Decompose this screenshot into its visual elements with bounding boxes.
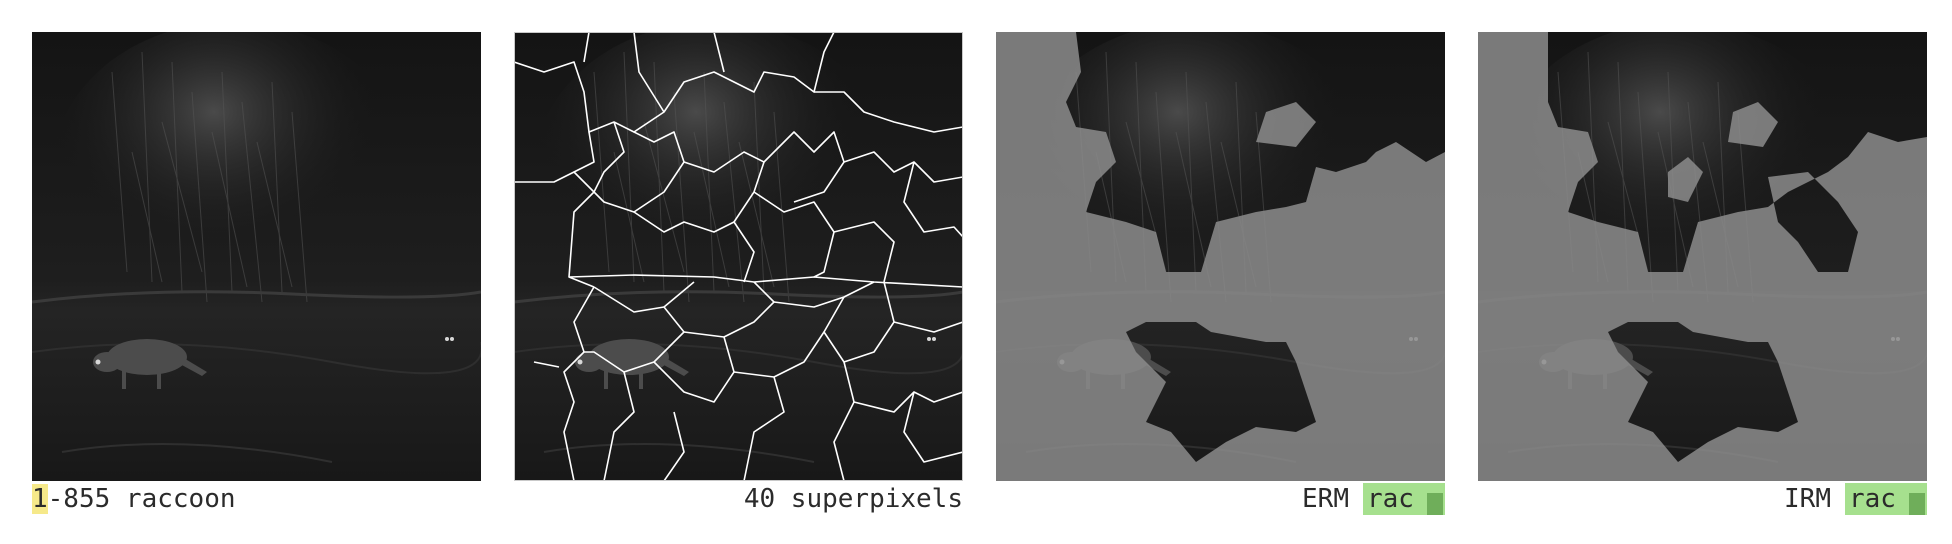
superpixel-image [514, 32, 963, 481]
erm-caption: ERM rac [996, 481, 1445, 517]
method-label: ERM [1302, 484, 1349, 514]
confidence-bar [1909, 493, 1925, 515]
prediction-badge: rac [1845, 483, 1927, 515]
sample-caption: 1-855 raccoon [32, 481, 481, 517]
sample-index: 1 [32, 484, 48, 514]
prediction-label: rac [1849, 484, 1896, 514]
confidence-bar [1427, 493, 1443, 515]
irm-mask-image [1478, 32, 1927, 481]
raccoon-photo [32, 32, 481, 481]
method-label: IRM [1784, 484, 1831, 514]
superpixel-caption: 40 superpixels [743, 484, 963, 514]
irm-caption: IRM rac [1478, 481, 1927, 517]
prediction-badge: rac [1363, 483, 1445, 515]
erm-mask-image [996, 32, 1445, 481]
prediction-label: rac [1367, 484, 1414, 514]
sample-label: -855 raccoon [47, 484, 236, 514]
